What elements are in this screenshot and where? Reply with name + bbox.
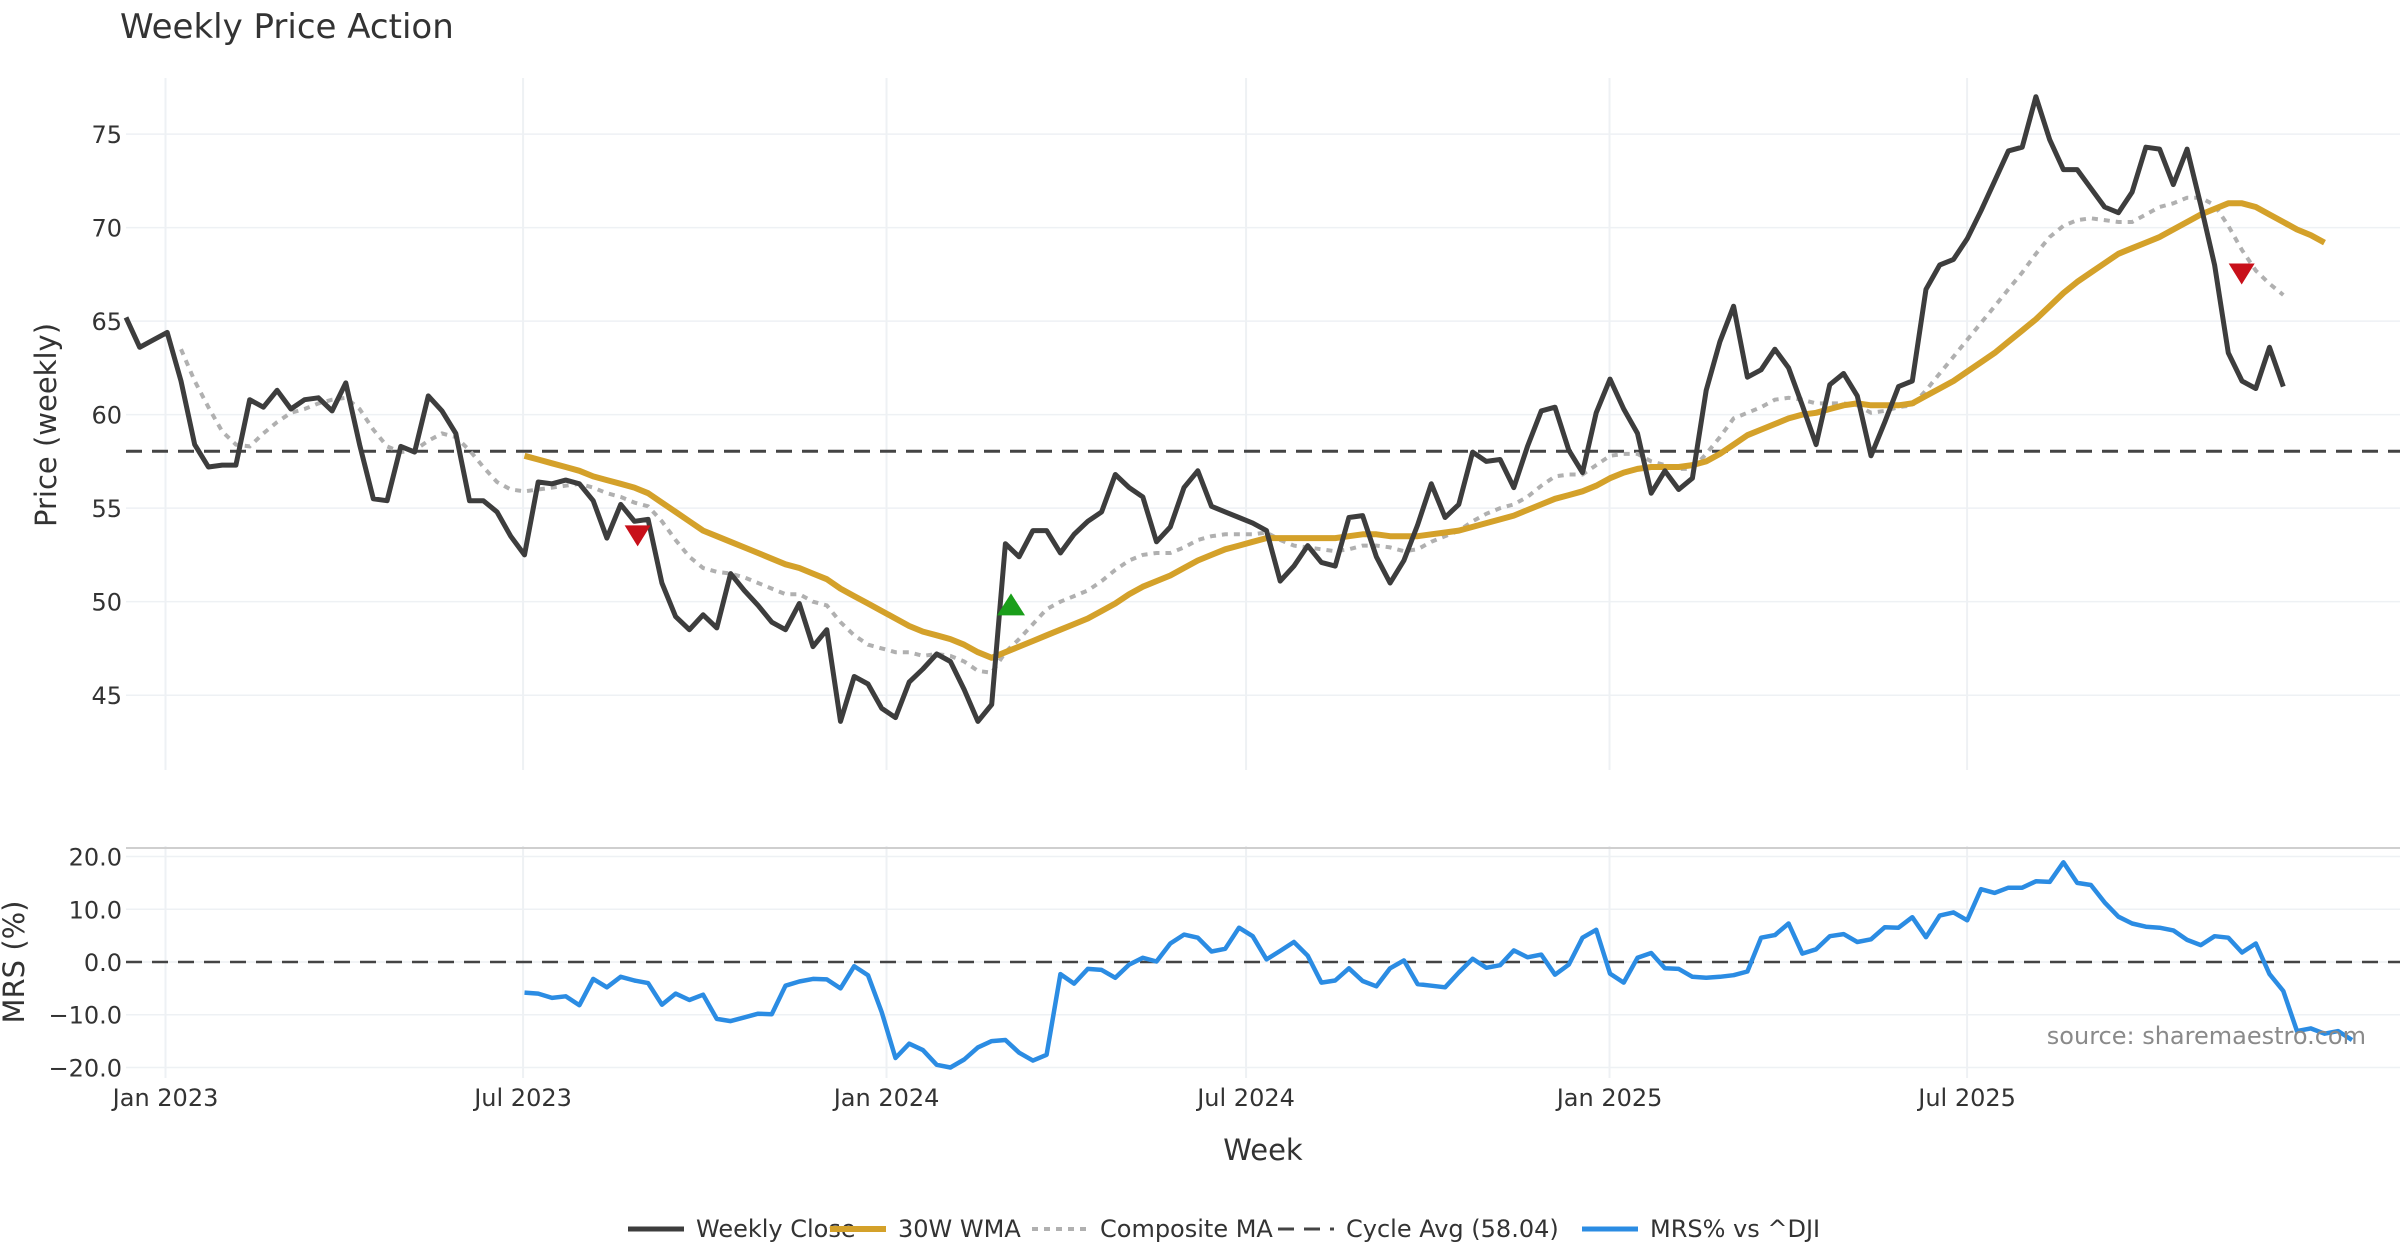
weekly-close-line bbox=[123, 94, 2286, 724]
legend-label: Composite MA bbox=[1100, 1215, 1273, 1243]
x-tick-label: Jan 2025 bbox=[1555, 1084, 1663, 1112]
x-tick-label: Jan 2024 bbox=[832, 1084, 940, 1112]
source-note: source: sharemaestro.com bbox=[2047, 1022, 2366, 1050]
mrs-y-tick-label: 10.0 bbox=[69, 896, 122, 924]
x-axis-label: Week bbox=[1223, 1133, 1303, 1167]
price-y-tick-label: 55 bbox=[91, 495, 122, 523]
composite-ma-line bbox=[179, 195, 2285, 675]
wma30-line bbox=[523, 200, 2326, 661]
price-panel: 45 50 55 60 65 70 75 bbox=[91, 94, 2400, 724]
mrs-panel: −20.0 −10.0 0.0 10.0 20.0 bbox=[48, 844, 2400, 1082]
legend-label: Weekly Close bbox=[696, 1215, 856, 1243]
price-y-tick-label: 75 bbox=[91, 121, 122, 149]
price-y-tick-label: 65 bbox=[91, 308, 122, 336]
chart-title: Weekly Price Action bbox=[120, 7, 454, 47]
buy-signal-marker bbox=[996, 593, 1025, 616]
price-y-tick-label: 60 bbox=[91, 402, 122, 430]
x-axis-ticks: Jan 2023 Jul 2023 Jan 2024 Jul 2024 Jan 2025… bbox=[111, 1084, 2016, 1112]
mrs-y-axis-label: MRS (%) bbox=[0, 901, 31, 1024]
price-y-axis-label: Price (weekly) bbox=[29, 323, 63, 527]
legend-label: Cycle Avg (58.04) bbox=[1346, 1215, 1559, 1243]
mrs-y-tick-label: −20.0 bbox=[48, 1054, 122, 1082]
price-y-tick-label: 70 bbox=[91, 215, 122, 243]
sell-signal-marker bbox=[2228, 263, 2255, 285]
grid-layer bbox=[126, 78, 2400, 1078]
x-tick-label: Jan 2023 bbox=[111, 1084, 219, 1112]
mrs-y-tick-label: −10.0 bbox=[48, 1002, 122, 1030]
legend-label: 30W WMA bbox=[898, 1215, 1021, 1243]
mrs-y-tick-label: 0.0 bbox=[84, 949, 122, 977]
x-tick-label: Jul 2024 bbox=[1195, 1084, 1295, 1112]
legend: Weekly Close 30W WMA Composite MA Cycle Avg… bbox=[628, 1215, 1820, 1243]
mrs-y-tick-label: 20.0 bbox=[69, 844, 122, 872]
price-y-tick-label: 45 bbox=[91, 682, 122, 710]
x-tick-label: Jul 2023 bbox=[472, 1084, 572, 1112]
x-tick-label: Jul 2025 bbox=[1916, 1084, 2016, 1112]
sell-signal-marker bbox=[624, 525, 651, 547]
price-y-tick-label: 50 bbox=[91, 589, 122, 617]
mrs-line bbox=[524, 860, 2354, 1070]
legend-label: MRS% vs ^DJI bbox=[1650, 1215, 1820, 1243]
